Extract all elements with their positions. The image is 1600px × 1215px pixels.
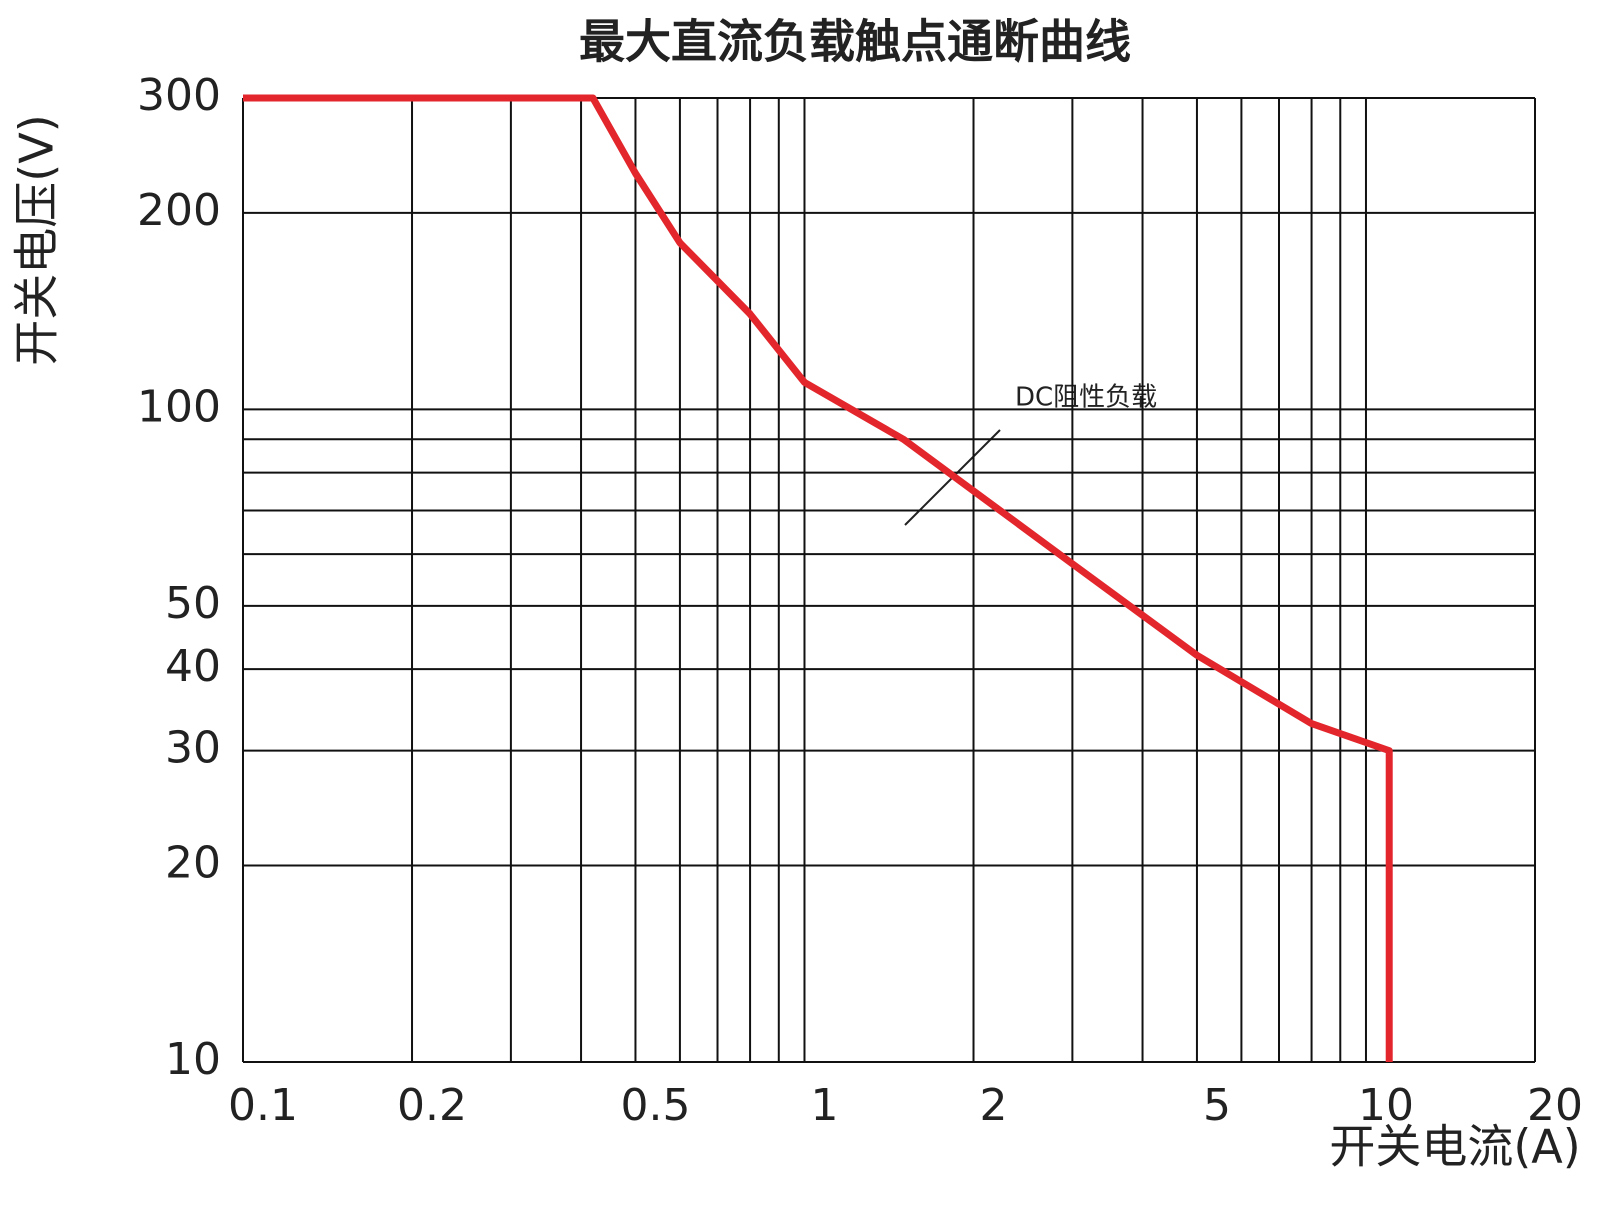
x-tick-label: 0.1 bbox=[228, 1080, 298, 1131]
y-tick-label: 100 bbox=[137, 381, 221, 432]
y-tick-label: 300 bbox=[137, 70, 221, 121]
x-tick-label: 2 bbox=[980, 1080, 1008, 1131]
annotation: DC阻性负载 bbox=[1015, 383, 1157, 413]
x-axis-label: 开关电流(A) bbox=[1329, 1120, 1580, 1174]
x-tick-label: 10 bbox=[1358, 1080, 1414, 1131]
y-tick-label: 40 bbox=[165, 641, 221, 692]
y-tick-label: 10 bbox=[165, 1034, 221, 1085]
curve bbox=[243, 94, 1393, 1062]
x-tick-label: 5 bbox=[1203, 1080, 1231, 1131]
y-tick-label: 30 bbox=[165, 723, 221, 774]
chart-title: 最大直流负载触点通断曲线 bbox=[579, 15, 1131, 69]
x-tick-label: 20 bbox=[1527, 1080, 1583, 1131]
x-tick-label: 0.2 bbox=[397, 1080, 467, 1131]
y-tick-label: 200 bbox=[137, 185, 221, 236]
y-tick-label: 20 bbox=[165, 838, 221, 889]
x-tick-label: 1 bbox=[810, 1080, 838, 1131]
y-tick-label: 50 bbox=[165, 578, 221, 629]
y-axis-label: 开关电压(V) bbox=[10, 114, 64, 365]
x-tick-label: 0.5 bbox=[620, 1080, 690, 1131]
